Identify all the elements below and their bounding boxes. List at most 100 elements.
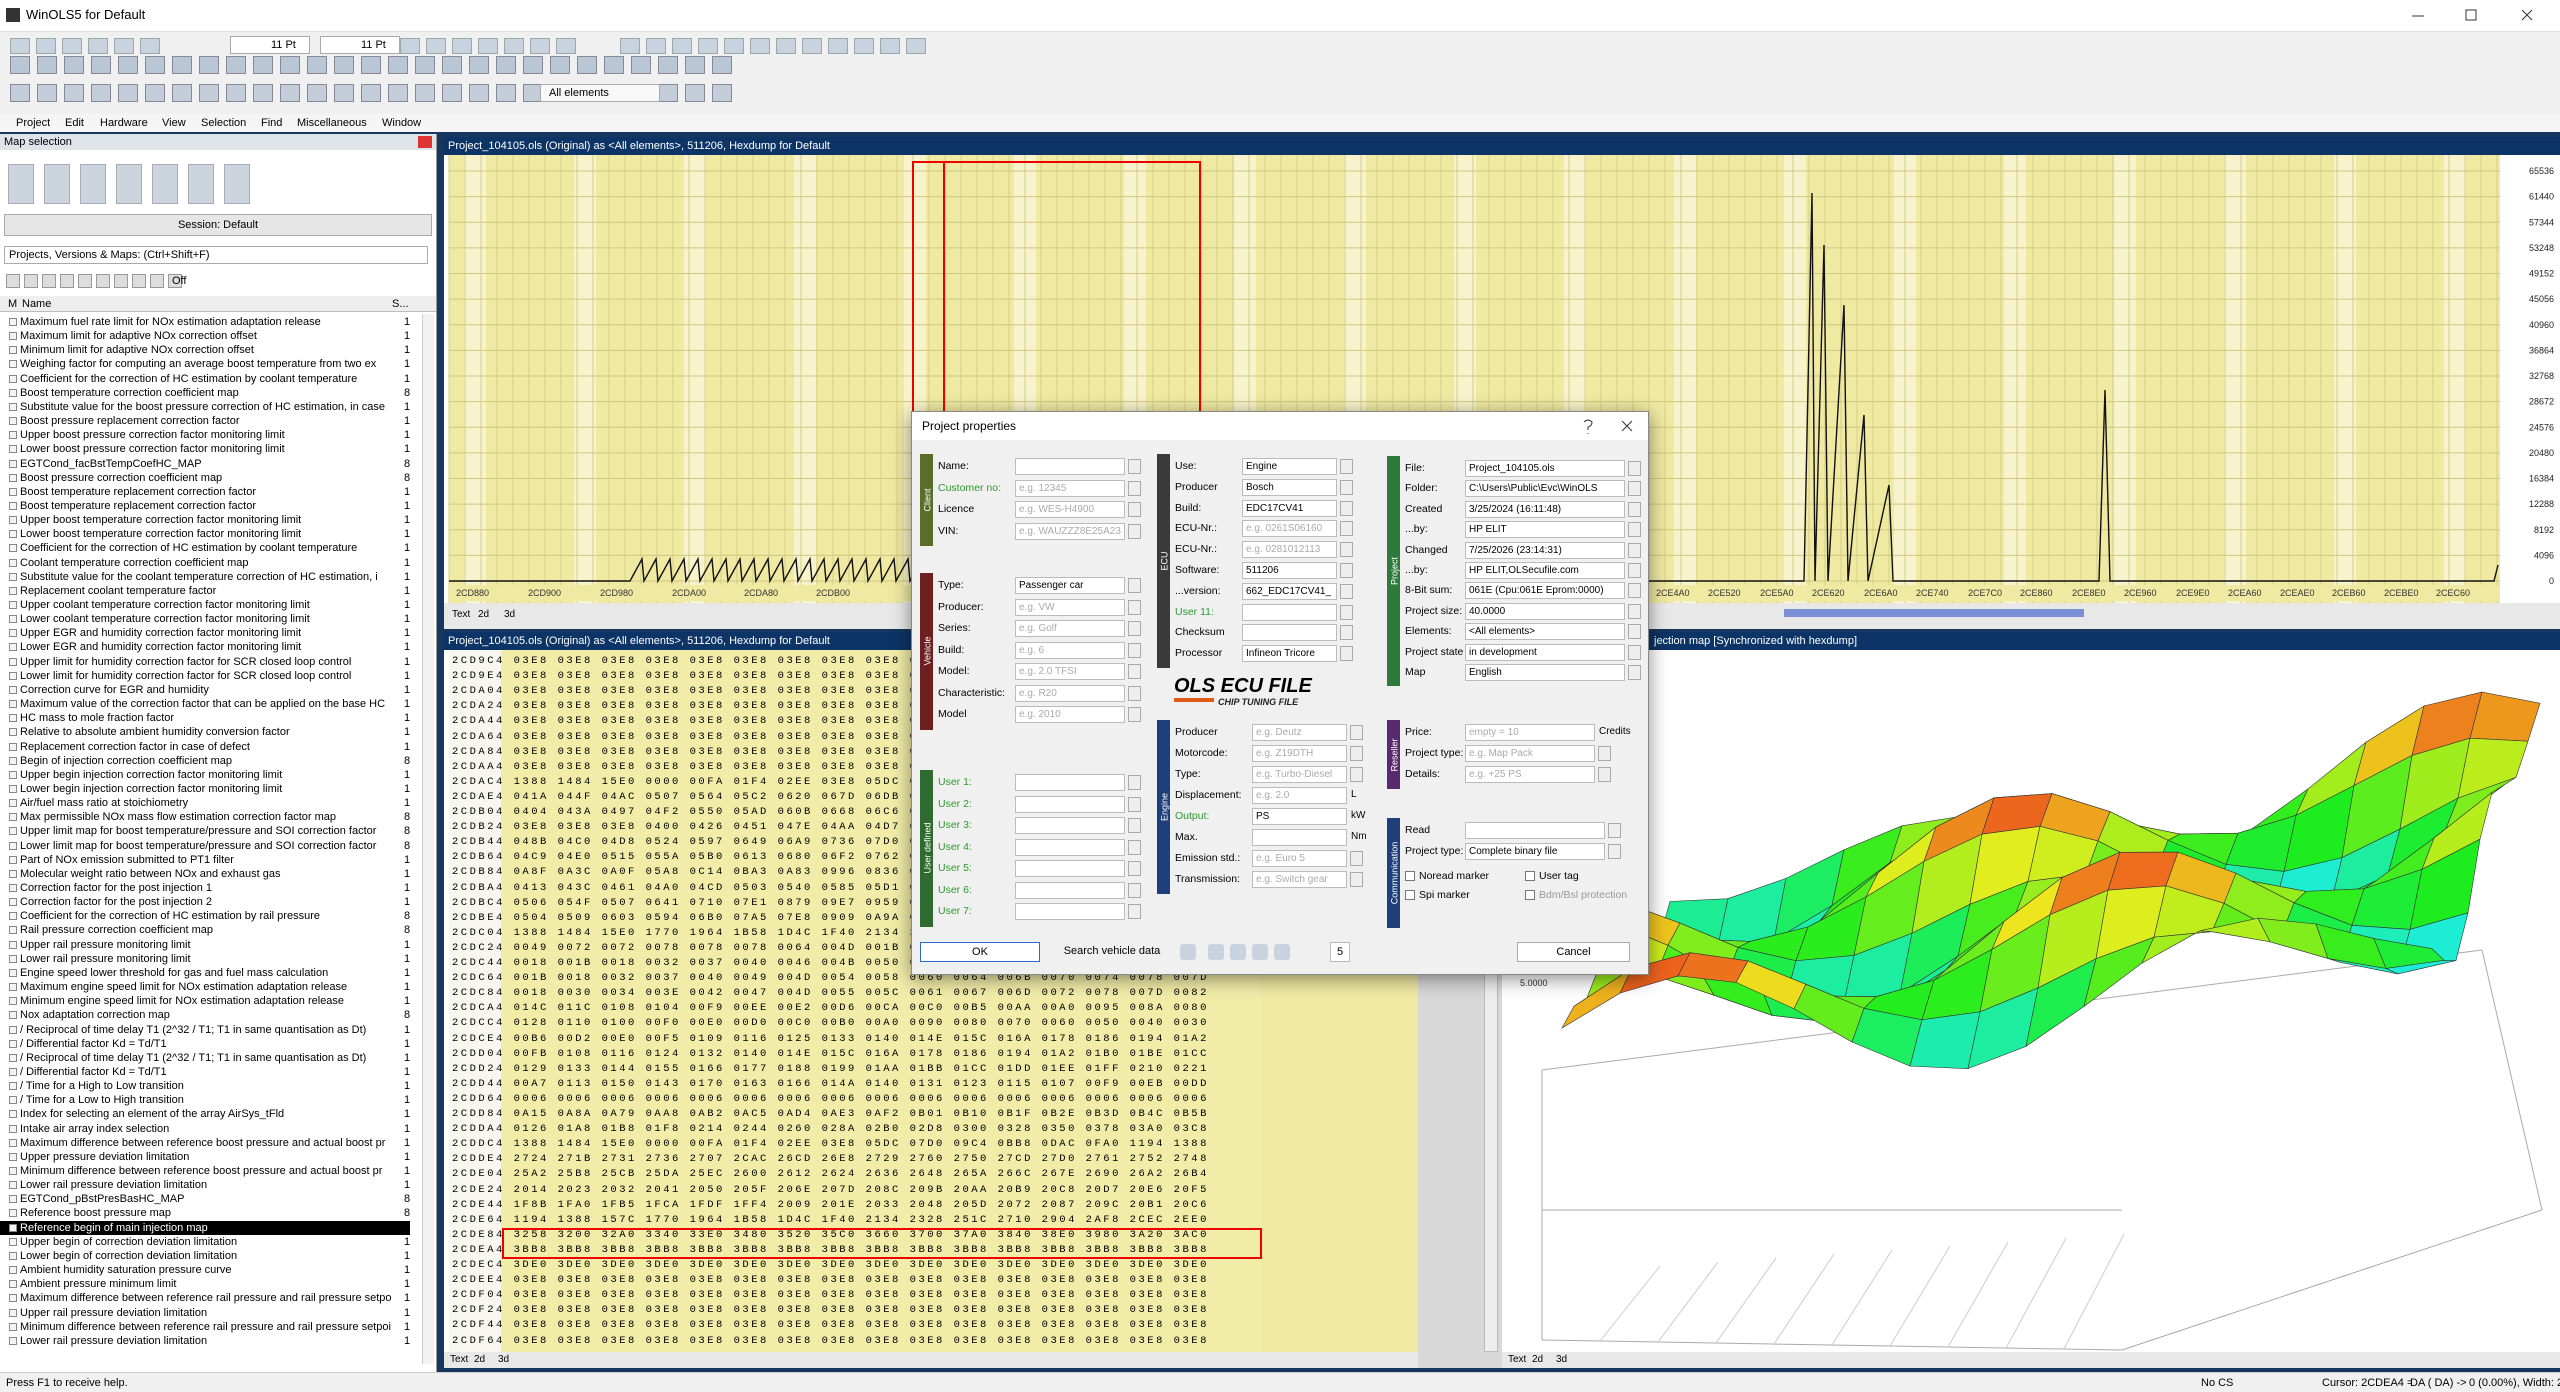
map-name[interactable]: Upper pressure deviation limitation [20, 1150, 190, 1163]
panel-icon[interactable] [44, 164, 70, 204]
hex-row[interactable]: 2CDF24 03E8 03E8 03E8 03E8 03E8 03E8 03E… [452, 1304, 1209, 1317]
field-button[interactable] [1628, 583, 1641, 599]
hex-row[interactable]: 2CDC64 001B 0018 0032 0037 0040 0049 004… [452, 972, 1209, 985]
panel-icon[interactable] [116, 164, 142, 204]
map-name[interactable]: Reference begin of main injection map [20, 1221, 208, 1234]
font-size-box[interactable]: 11 Pt [230, 36, 310, 54]
field-button[interactable] [1128, 707, 1141, 722]
menu-item[interactable]: Project [16, 117, 51, 129]
field-button[interactable] [1128, 839, 1141, 855]
field-box[interactable]: e.g. Golf [1015, 620, 1125, 637]
toolbar-button[interactable] [62, 38, 82, 54]
toolbar-button[interactable] [504, 38, 524, 54]
filter-button[interactable] [60, 274, 74, 288]
hex-row[interactable]: 2CDD04 00FB 0108 0116 0124 0132 0140 014… [452, 1047, 1209, 1060]
field-box[interactable]: e.g. +25 PS [1465, 766, 1595, 783]
field-box[interactable]: 3/25/2024 (16:11:48) [1465, 500, 1625, 518]
field-button[interactable] [1608, 844, 1621, 859]
map-name[interactable]: Ambient pressure minimum limit [20, 1278, 177, 1291]
toolbar-button[interactable] [145, 84, 165, 102]
toolbar-button[interactable] [880, 38, 900, 54]
field-button[interactable] [1128, 664, 1141, 679]
map-name[interactable]: / Reciprocal of time delay T1 (2^32 / T1… [20, 1023, 367, 1036]
toolbar-button[interactable] [334, 84, 354, 102]
map-name[interactable]: Lower begin injection correction factor … [20, 782, 283, 795]
map-name[interactable]: Air/fuel mass ratio at stoichiometry [20, 797, 189, 810]
menu-item[interactable]: Edit [65, 117, 84, 129]
toolbar-button[interactable] [452, 38, 472, 54]
view-tab[interactable]: Text [450, 1354, 469, 1365]
view-tab[interactable]: 3d [498, 1354, 510, 1365]
dialog-icon[interactable] [1274, 944, 1290, 960]
toolbar-button[interactable] [10, 38, 30, 54]
toolbar-button[interactable] [442, 56, 462, 74]
filter-button[interactable] [114, 274, 128, 288]
elements-box[interactable]: All elements [540, 84, 660, 102]
field-box[interactable]: e.g. Switch gear [1252, 871, 1347, 888]
toolbar-button[interactable] [226, 56, 246, 74]
map-name[interactable]: Ambient humidity saturation pressure cur… [20, 1264, 232, 1277]
map-name[interactable]: HC mass to mole fraction factor [20, 712, 175, 725]
hex-row[interactable]: 2CDE84 3258 3200 32A0 3340 33E0 3480 352… [452, 1228, 1209, 1241]
map-name[interactable]: Boost temperature replacement correction… [20, 499, 257, 512]
toolbar-button[interactable] [37, 84, 57, 102]
field-button[interactable] [1628, 542, 1641, 558]
field-button[interactable] [1128, 818, 1141, 833]
map-name[interactable]: EGTCond_pBstPresBasHC_MAP [20, 1193, 185, 1206]
field-button[interactable] [1128, 685, 1141, 701]
map-name[interactable]: Minimum limit for adaptive NOx correctio… [20, 344, 254, 357]
hex-row[interactable]: 2CDEE4 03E8 03E8 03E8 03E8 03E8 03E8 03E… [452, 1274, 1209, 1287]
map-name[interactable]: Lower limit for humidity correction fact… [20, 669, 352, 682]
hex-row[interactable]: 2CDF04 03E8 03E8 03E8 03E8 03E8 03E8 03E… [452, 1289, 1209, 1302]
field-box[interactable]: 40.0000 [1465, 602, 1625, 620]
toolbar-button[interactable] [253, 56, 273, 74]
hex-row[interactable]: 2CDD24 0129 0133 0144 0155 0166 0177 018… [452, 1062, 1209, 1075]
field-box[interactable]: <All elements> [1465, 623, 1625, 641]
field-button[interactable] [1350, 872, 1363, 887]
toolbar-button[interactable] [685, 56, 705, 74]
field-box[interactable] [1015, 774, 1125, 791]
map-name[interactable]: Upper begin of correction deviation limi… [20, 1235, 238, 1248]
field-box[interactable]: e.g. Map Pack [1465, 745, 1595, 762]
map-name[interactable]: / Time for a High to Low transition [20, 1080, 184, 1093]
toolbar-button[interactable] [442, 84, 462, 102]
filter-button[interactable] [24, 274, 38, 288]
toolbar-button[interactable] [334, 56, 354, 74]
dialog-icon[interactable] [1180, 944, 1196, 960]
map-name[interactable]: / Time for a Low to High transition [20, 1094, 184, 1107]
field-button[interactable] [1628, 665, 1641, 680]
field-box[interactable]: e.g. 0261S06160 [1242, 520, 1337, 538]
map-name[interactable]: Upper limit for humidity correction fact… [20, 655, 352, 668]
filter-off[interactable]: Off [172, 275, 187, 287]
field-box[interactable]: e.g. WES-H4900 [1015, 501, 1125, 518]
map-name[interactable]: Upper boost temperature correction facto… [20, 514, 302, 527]
field-button[interactable] [1350, 767, 1363, 782]
toolbar-button[interactable] [226, 84, 246, 102]
toolbar-button[interactable] [388, 84, 408, 102]
field-button[interactable] [1628, 522, 1641, 538]
field-button[interactable] [1340, 542, 1353, 558]
hex-row[interactable]: 2CDDE4 2724 271B 2731 2736 2707 2CAC 26C… [452, 1153, 1209, 1166]
field-box[interactable]: HP ELIT [1465, 521, 1625, 539]
toolbar-button[interactable] [415, 84, 435, 102]
toolbar-button[interactable] [469, 56, 489, 74]
map-name[interactable]: Boost pressure correction coefficient ma… [20, 471, 223, 484]
map-name[interactable]: Coefficient for the correction of HC est… [20, 372, 358, 385]
field-box[interactable] [1015, 838, 1125, 856]
hex-row[interactable]: 2CDE04 25A2 25B8 25CB 25DA 25EC 2600 261… [452, 1168, 1209, 1181]
map-name[interactable]: Correction factor for the post injection… [20, 882, 212, 894]
toolbar-button[interactable] [118, 56, 138, 74]
map-name[interactable]: Boost temperature correction coefficient… [20, 386, 239, 399]
map-name[interactable]: Maximum fuel rate limit for NOx estimati… [20, 316, 321, 328]
toolbar-button[interactable] [646, 38, 666, 54]
field-box[interactable] [1015, 903, 1125, 920]
menu-item[interactable]: Selection [201, 117, 247, 129]
toolbar-button[interactable] [91, 84, 111, 102]
field-box[interactable]: Passenger car [1015, 577, 1125, 594]
field-box[interactable]: 511206 [1242, 562, 1337, 579]
field-button[interactable] [1608, 823, 1621, 838]
field-button[interactable] [1128, 882, 1141, 898]
field-button[interactable] [1340, 625, 1353, 641]
map-name[interactable]: EGTCond_facBstTempCoefHC_MAP [20, 457, 202, 470]
filter-button[interactable] [78, 274, 92, 288]
